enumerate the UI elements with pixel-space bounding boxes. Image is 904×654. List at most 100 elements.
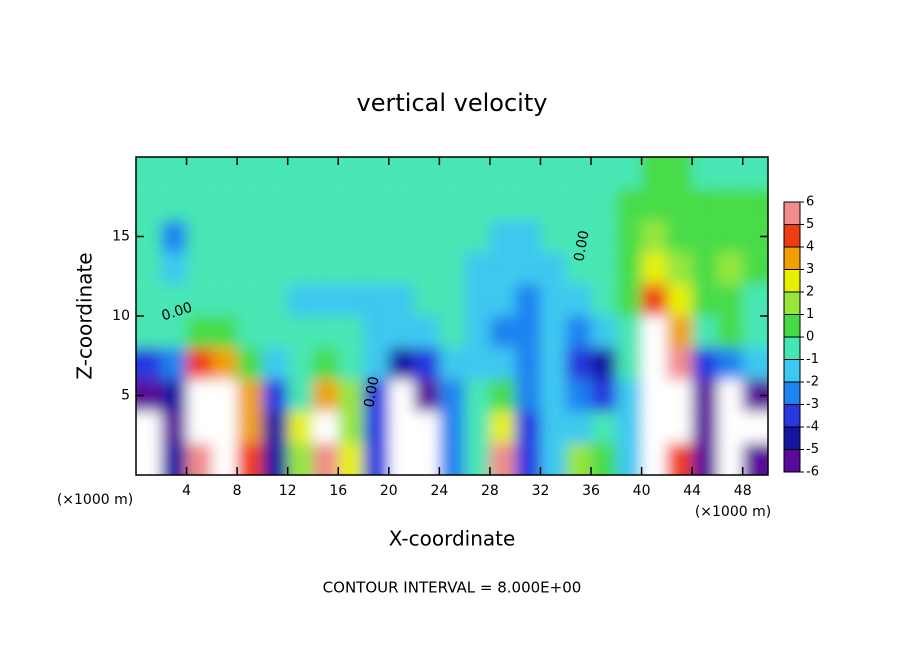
cell bbox=[262, 284, 288, 316]
cell bbox=[363, 188, 389, 221]
cell bbox=[641, 284, 667, 316]
cell bbox=[186, 220, 212, 253]
cell bbox=[515, 316, 541, 348]
cell bbox=[338, 347, 364, 380]
cell bbox=[262, 443, 288, 475]
cell bbox=[186, 347, 212, 380]
colorbar-segment bbox=[783, 449, 801, 473]
cell bbox=[692, 316, 718, 348]
cell bbox=[237, 379, 263, 412]
cell bbox=[489, 284, 516, 316]
colorbar-segment bbox=[783, 291, 801, 315]
cell bbox=[666, 157, 693, 189]
cell bbox=[388, 220, 415, 253]
cell bbox=[186, 443, 212, 475]
cell bbox=[540, 252, 566, 285]
y-tick-label: 5 bbox=[121, 388, 130, 404]
cell bbox=[414, 411, 440, 444]
cell bbox=[363, 443, 389, 475]
cell bbox=[237, 188, 263, 221]
cell bbox=[591, 157, 617, 189]
cell bbox=[161, 188, 187, 221]
cell bbox=[287, 379, 313, 412]
x-tick-label: 20 bbox=[380, 483, 398, 499]
cell bbox=[489, 443, 516, 475]
cell bbox=[237, 220, 263, 253]
colorbar-segment bbox=[783, 224, 801, 248]
cell bbox=[161, 252, 187, 285]
cell bbox=[666, 220, 693, 253]
cell bbox=[388, 316, 415, 348]
cell bbox=[692, 220, 718, 253]
colorbar-tick-label: -6 bbox=[806, 465, 819, 480]
cell bbox=[338, 157, 364, 189]
cell bbox=[338, 284, 364, 316]
x-tick-label: 12 bbox=[279, 483, 297, 499]
cell bbox=[161, 379, 187, 412]
cell bbox=[287, 188, 313, 221]
cell bbox=[464, 188, 490, 221]
x-tick-label: 16 bbox=[329, 483, 347, 499]
cell bbox=[692, 347, 718, 380]
colorbar-segment bbox=[783, 269, 801, 293]
cell bbox=[414, 157, 440, 189]
cell bbox=[161, 220, 187, 253]
cell bbox=[515, 188, 541, 221]
cell bbox=[666, 443, 693, 475]
cell bbox=[515, 379, 541, 412]
cell bbox=[565, 252, 592, 285]
cell bbox=[287, 157, 313, 189]
cell bbox=[591, 443, 617, 475]
cell bbox=[211, 379, 238, 412]
cell bbox=[186, 188, 212, 221]
cell bbox=[414, 347, 440, 380]
contour-label: 0.00 bbox=[571, 229, 592, 262]
cell bbox=[641, 188, 667, 221]
cell bbox=[692, 411, 718, 444]
field bbox=[136, 157, 768, 475]
cell bbox=[464, 411, 490, 444]
cell bbox=[287, 316, 313, 348]
cell bbox=[161, 443, 187, 475]
cell bbox=[211, 411, 238, 444]
cell bbox=[641, 220, 667, 253]
axes: 4 8 12 16 20 24 28 32 36 40 44 4851015-6-5-4-3-2-10… bbox=[112, 157, 819, 499]
cell bbox=[591, 284, 617, 316]
cell bbox=[515, 347, 541, 380]
cell bbox=[388, 443, 415, 475]
cell bbox=[666, 379, 693, 412]
cell bbox=[591, 379, 617, 412]
cell bbox=[136, 411, 162, 444]
cell bbox=[489, 379, 516, 412]
cell bbox=[540, 157, 566, 189]
heatmap bbox=[136, 157, 768, 475]
cell bbox=[439, 157, 465, 189]
cell bbox=[641, 316, 667, 348]
colorbar-tick-label: 0 bbox=[806, 330, 814, 345]
cell bbox=[742, 316, 768, 348]
cell bbox=[489, 157, 516, 189]
cell bbox=[565, 220, 592, 253]
cell bbox=[312, 252, 339, 285]
cell bbox=[641, 379, 667, 412]
cell bbox=[717, 316, 743, 348]
cell bbox=[464, 316, 490, 348]
colorbar-segment bbox=[783, 426, 801, 450]
cell bbox=[591, 347, 617, 380]
cell bbox=[312, 347, 339, 380]
cell bbox=[515, 284, 541, 316]
cell bbox=[565, 379, 592, 412]
cell bbox=[616, 252, 642, 285]
cell bbox=[540, 411, 566, 444]
colorbar-tick-label: -2 bbox=[806, 375, 819, 390]
cell bbox=[237, 443, 263, 475]
cell bbox=[464, 220, 490, 253]
cell bbox=[338, 188, 364, 221]
cell bbox=[742, 252, 768, 285]
cell bbox=[565, 411, 592, 444]
cell bbox=[186, 252, 212, 285]
cell bbox=[414, 220, 440, 253]
colorbar-segment bbox=[783, 314, 801, 338]
cell bbox=[742, 443, 768, 475]
cell bbox=[262, 347, 288, 380]
